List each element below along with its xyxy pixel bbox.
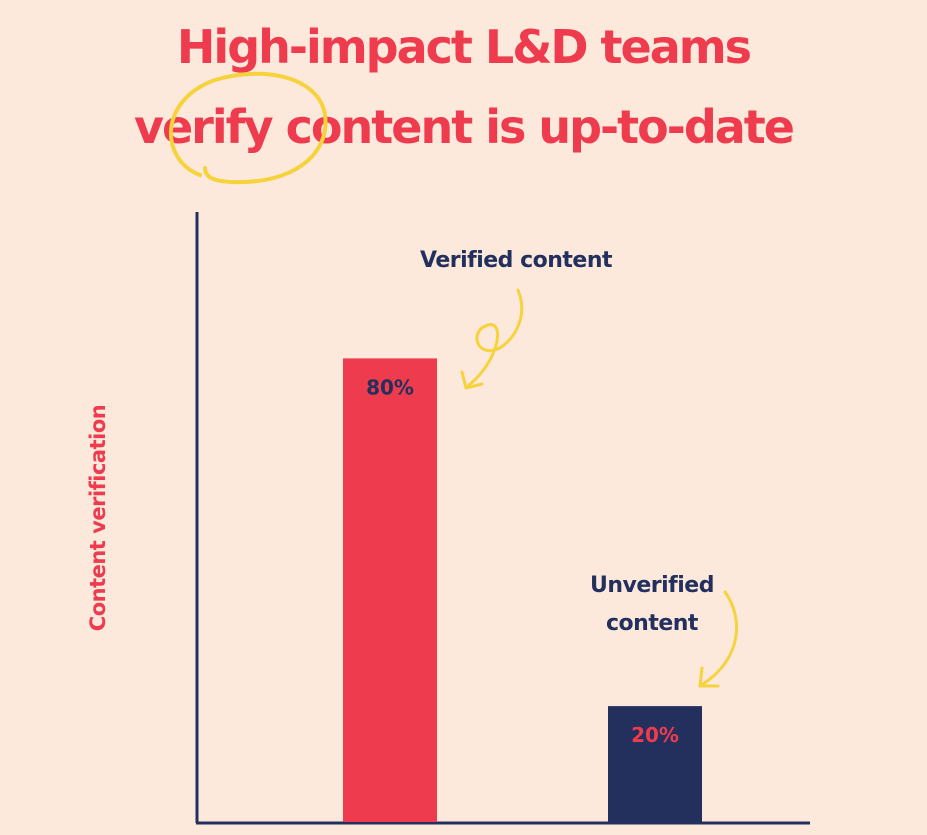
chart-title-line-1: High-impact L&D teams: [176, 20, 752, 74]
verified-callout: Verified content: [420, 248, 613, 273]
verify-highlight-circle: [168, 71, 328, 185]
bar-verified: [343, 358, 437, 822]
data-label-verified: 80%: [366, 375, 414, 399]
chart-title-line-2: verify content is up-to-date: [134, 100, 795, 154]
unverified-callout-line-1: Unverified: [590, 573, 714, 598]
verified-arrow: [466, 288, 524, 388]
bar-unverified: [608, 706, 702, 822]
unverified-callout: Unverified content: [590, 567, 714, 643]
unverified-arrow: [701, 590, 739, 686]
data-label-unverified: 20%: [631, 723, 679, 747]
unverified-callout-line-2: content: [606, 611, 698, 636]
y-axis-label: Content verification: [86, 404, 110, 632]
verified-arrowhead: [460, 370, 484, 390]
unverified-arrowhead: [698, 666, 720, 688]
